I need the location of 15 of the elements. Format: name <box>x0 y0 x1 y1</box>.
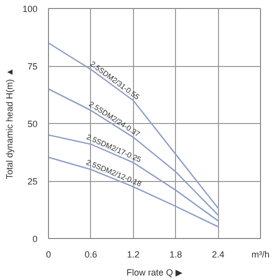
line-series <box>48 42 219 209</box>
y-tick-label: 0 <box>32 234 38 244</box>
x-tick-label: 1.8 <box>169 250 182 260</box>
y-tick-label: 100 <box>22 4 38 14</box>
y-tick-label: 25 <box>27 176 38 186</box>
x-tick-label: 1.2 <box>127 250 140 260</box>
line-series <box>48 134 219 222</box>
y-tick-label: 75 <box>27 62 38 72</box>
x-axis-title: Flow rate Q ▶ <box>126 268 183 278</box>
x-tick-label: 2.4 <box>212 250 224 260</box>
x-tick-label: 0 <box>46 250 52 260</box>
y-tick-label: 50 <box>27 119 38 129</box>
x-tick-label: 0.6 <box>84 250 98 260</box>
y-axis-title: Total dynamic head H(m) ▲ <box>4 68 14 180</box>
text: m³/h <box>252 250 270 260</box>
